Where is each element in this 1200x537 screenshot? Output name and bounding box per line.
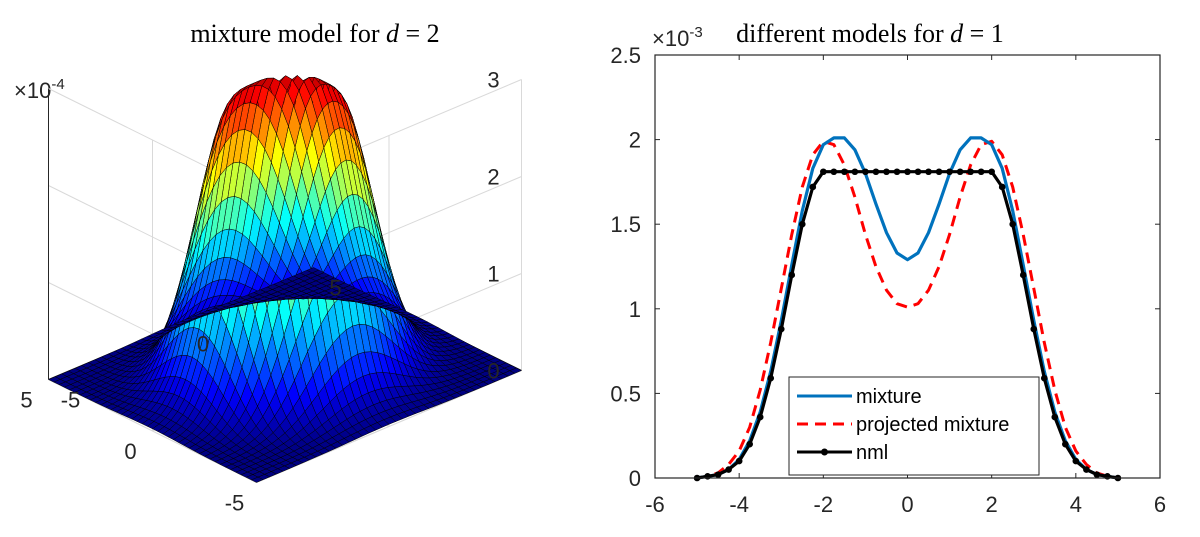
line-y-scale: ×10-3 <box>652 24 703 51</box>
line-axis-ticks: -6 -4 -2 0 2 4 6 0 0.5 1 1.5 2 2.5 <box>610 43 1166 517</box>
nml-point <box>798 220 806 228</box>
nml-point <box>1019 271 1027 279</box>
legend-box <box>788 376 1040 476</box>
y-tick-label: 0 <box>197 332 209 357</box>
nml-point <box>1040 374 1048 382</box>
nml-point <box>998 183 1006 191</box>
y-tick-label: -5 <box>61 388 81 413</box>
nml-point <box>820 168 827 176</box>
legend: mixture projected mixture nml <box>788 376 1040 476</box>
surface-ticks: 0 1 2 3 -5 0 5 -5 0 5 <box>20 68 499 516</box>
nml-point <box>788 271 796 279</box>
nml-point <box>841 168 848 176</box>
nml-point <box>1083 466 1090 473</box>
nml-point <box>746 440 753 448</box>
nml-point <box>946 168 953 176</box>
z-tick-label: 3 <box>487 68 499 93</box>
surface-z-scale: ×10-4 <box>14 76 65 103</box>
nml-point <box>1104 473 1111 480</box>
x-tick-label: 0 <box>124 439 136 464</box>
nml-point <box>1072 457 1080 465</box>
nml-point <box>956 168 964 176</box>
x-tick-label: 5 <box>20 388 32 413</box>
nml-point <box>1009 220 1017 228</box>
surface-title: mixture model for d = 2 <box>190 19 439 48</box>
x-tick-label: -6 <box>645 492 665 517</box>
legend-marker <box>821 448 828 456</box>
x-tick-label: -2 <box>814 492 834 517</box>
line-chart: different models for d = 1 ×10-3 -6 -4 -2 0… <box>610 19 1166 517</box>
legend-label: mixture <box>856 386 922 408</box>
nml-point <box>851 168 859 176</box>
nml-point <box>704 473 711 480</box>
nml-point <box>862 168 869 176</box>
nml-point <box>1093 471 1101 478</box>
x-tick-label: 6 <box>1154 492 1166 517</box>
surface-mesh <box>47 74 523 483</box>
nml-point <box>967 168 974 176</box>
nml-point <box>914 168 922 176</box>
z-tick-label: 0 <box>487 359 499 384</box>
nml-point <box>893 168 901 176</box>
y-tick-label: 0 <box>629 466 641 491</box>
legend-items: mixture projected mixture nml <box>797 386 1009 464</box>
nml-point <box>935 168 943 176</box>
x-tick-label: -4 <box>729 492 749 517</box>
y-tick-label: 1.5 <box>610 212 641 237</box>
nml-point <box>904 168 911 176</box>
legend-label: projected mixture <box>856 414 1009 436</box>
nml-point <box>809 183 817 191</box>
nml-point <box>735 457 743 465</box>
nml-point <box>1030 325 1038 333</box>
y-tick-label: 2 <box>629 128 641 153</box>
nml-point <box>767 374 775 382</box>
z-tick-label: 2 <box>487 165 499 190</box>
x-tick-label: 2 <box>986 492 998 517</box>
series-mixture <box>696 136 1119 480</box>
nml-point <box>1051 413 1059 421</box>
series-projected-mixture <box>696 139 1119 480</box>
nml-point <box>988 168 995 176</box>
x-tick-label: 0 <box>901 492 913 517</box>
surface-chart: mixture model for d = 2 ×10-4 0 1 2 3 -5 0 5 -5… <box>14 19 523 516</box>
x-tick-label: 4 <box>1070 492 1082 517</box>
legend-label: nml <box>856 442 888 464</box>
nml-point <box>883 168 890 176</box>
nml-point <box>725 466 732 473</box>
plot-frame <box>654 54 1161 479</box>
nml-point <box>872 168 880 176</box>
nml-point <box>830 168 838 176</box>
y-tick-label: 2.5 <box>610 43 641 68</box>
nml-point <box>925 168 932 176</box>
nml-point <box>777 325 785 333</box>
y-tick-label: 0.5 <box>610 381 641 406</box>
line-title: different models for d = 1 <box>736 19 1004 48</box>
y-tick-label: 5 <box>329 276 341 301</box>
nml-point <box>977 168 985 176</box>
nml-point <box>756 413 764 421</box>
z-tick-label: 1 <box>487 262 499 287</box>
y-tick-label: 1 <box>629 297 641 322</box>
line-series <box>693 136 1122 482</box>
surface-patch <box>47 376 61 383</box>
nml-point <box>714 471 722 478</box>
nml-point <box>1062 440 1069 448</box>
x-tick-label: -5 <box>225 491 245 516</box>
